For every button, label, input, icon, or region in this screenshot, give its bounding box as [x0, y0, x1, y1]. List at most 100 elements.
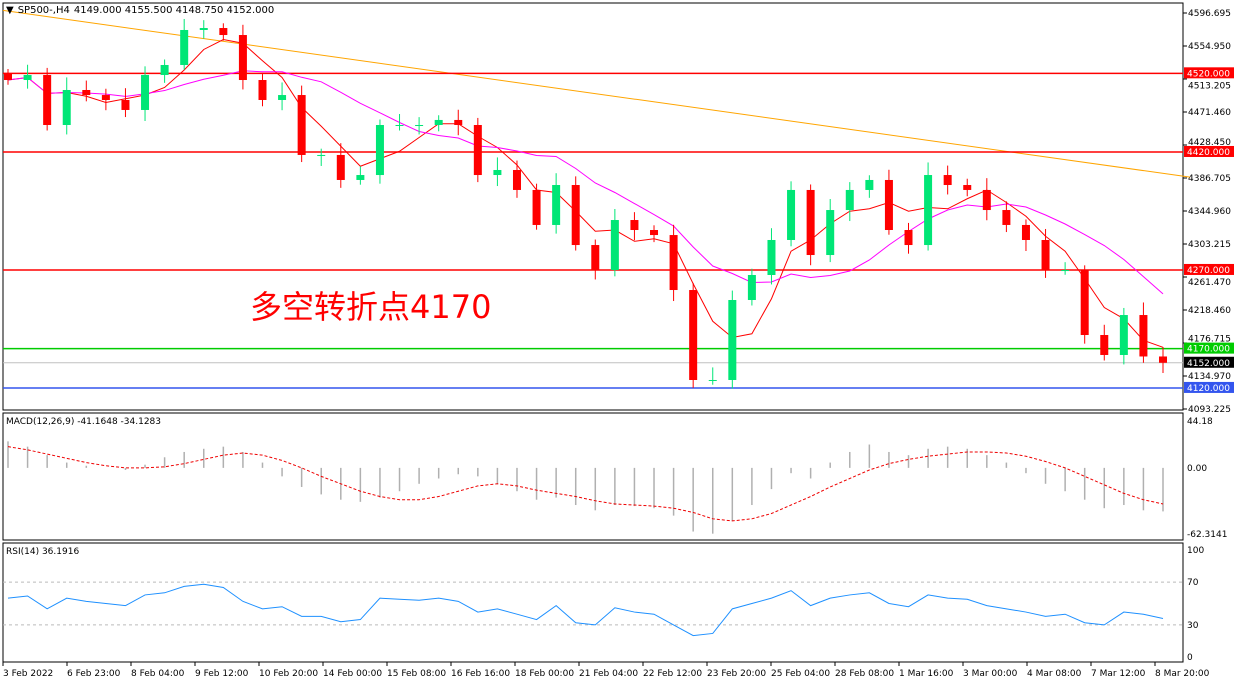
candle-body: [943, 175, 952, 186]
price-tick-label: 4428.450: [1188, 138, 1231, 148]
candle-body: [356, 175, 365, 180]
macd-panel-frame: [2, 412, 1184, 541]
time-tick-label: 25 Feb 04:00: [771, 669, 830, 679]
candle-body: [1002, 210, 1011, 225]
rsi-tick-label: 100: [1187, 546, 1204, 556]
candle-body: [1080, 270, 1089, 336]
candle-body: [963, 185, 972, 190]
candle-body: [630, 220, 639, 231]
macd-tick-label: 44.18: [1187, 417, 1213, 427]
candle-body: [532, 189, 541, 225]
time-tick-label: 15 Feb 08:00: [387, 669, 446, 679]
macd-tick-label: -62.3141: [1187, 530, 1227, 540]
level-tag: [1184, 381, 1234, 393]
candle-body: [473, 124, 482, 176]
level-tag: [1184, 145, 1234, 157]
candle-body: [1061, 270, 1070, 272]
time-tick-label: 16 Feb 16:00: [451, 669, 510, 679]
candle-body: [610, 220, 619, 271]
time-tick-label: 14 Feb 00:00: [323, 669, 382, 679]
price-tick-label: 4093.225: [1188, 405, 1231, 415]
level-tag: [1184, 342, 1234, 354]
candle-body: [101, 95, 110, 100]
candle-body: [141, 74, 150, 110]
candle-body: [336, 154, 345, 180]
ma-mid-line: [7, 70, 1164, 295]
level-tag-label: 4170.000: [1187, 345, 1230, 355]
candle-body: [571, 185, 580, 246]
symbol-label: SP500-,H4: [17, 5, 70, 16]
candle-body: [219, 28, 228, 36]
time-tick-label: 22 Feb 12:00: [643, 669, 702, 679]
candle-body: [767, 239, 776, 275]
price-tick-label: 4134.970: [1188, 372, 1231, 382]
candle-body: [982, 189, 991, 211]
candle-body: [1041, 239, 1050, 271]
candle-body: [826, 210, 835, 256]
level-tag-label: 4420.000: [1187, 148, 1230, 158]
candle-body: [4, 73, 12, 81]
price-tick-label: 4344.960: [1188, 207, 1231, 217]
time-tick-label: 23 Feb 20:00: [707, 669, 766, 679]
level-tag: [1184, 356, 1234, 368]
candle-body: [591, 245, 600, 271]
rsi-panel-frame: [2, 542, 1184, 663]
candle-body: [1159, 356, 1167, 363]
candle-body: [434, 119, 443, 125]
ma-slow-line: [2, 9, 1191, 178]
price-tick-label: 4176.715: [1188, 335, 1231, 345]
price-tick-label: 4386.705: [1188, 174, 1231, 184]
time-tick-label: 6 Feb 23:00: [67, 669, 121, 679]
time-tick-label: 3 Feb 2022: [3, 669, 53, 679]
candle-body: [23, 74, 32, 81]
candle-body: [728, 300, 737, 380]
time-tick-label: 18 Feb 00:00: [515, 669, 574, 679]
price-tick-label: 4596.695: [1188, 9, 1231, 19]
candle-body: [238, 35, 247, 81]
rsi-tick-label: 70: [1187, 578, 1199, 588]
time-tick-label: 8 Mar 20:00: [1155, 669, 1210, 679]
candle-body: [787, 189, 796, 240]
level-tag-label: 4120.000: [1187, 384, 1230, 394]
candle-body: [415, 124, 424, 126]
candle-body: [669, 235, 678, 291]
candle-body: [512, 169, 521, 190]
chart-header: ▼ SP500-,H4 4149.000 4155.500 4148.750 4…: [6, 5, 274, 16]
macd-label: MACD(12,26,9) -41.1648 -34.1283: [6, 417, 162, 427]
rsi-tick-label: 0: [1187, 653, 1193, 663]
candle-body: [160, 64, 169, 75]
candle-body: [180, 29, 189, 65]
level-tag-label: 4520.000: [1187, 69, 1230, 79]
candle-body: [454, 119, 463, 125]
candle-body: [552, 185, 561, 225]
price-tick-label: 4218.460: [1188, 306, 1231, 316]
rsi-label: RSI(14) 36.1916: [6, 547, 80, 557]
candle-body: [199, 28, 208, 30]
annotation-text: 多空转折点4170: [250, 288, 492, 326]
candle-body: [121, 99, 130, 110]
candle-body: [82, 89, 91, 96]
price-tick-label: 4554.950: [1188, 42, 1231, 52]
candle-body: [297, 95, 306, 155]
candle-body: [258, 80, 267, 100]
candle-body: [395, 124, 404, 126]
level-tag: [1184, 67, 1234, 79]
price-tick-label: 4471.460: [1188, 108, 1231, 118]
time-tick-label: 4 Mar 08:00: [1027, 669, 1082, 679]
level-tag-label: 4152.000: [1187, 359, 1230, 369]
candle-body: [43, 74, 52, 125]
time-tick-label: 9 Feb 12:00: [195, 669, 249, 679]
candle-body: [650, 230, 659, 236]
price-tick-label: 4303.215: [1188, 240, 1231, 250]
time-tick-label: 7 Mar 12:00: [1091, 669, 1146, 679]
candle-body: [904, 230, 913, 246]
candle-body: [317, 154, 326, 156]
level-tag-label: 4270.000: [1187, 266, 1230, 276]
macd-tick-label: 0.00: [1187, 464, 1207, 474]
ohlc-label: 4149.000 4155.500 4148.750 4152.000: [73, 5, 275, 16]
price-tick-label: 4513.205: [1188, 81, 1231, 91]
time-tick-label: 21 Feb 04:00: [579, 669, 638, 679]
candle-body: [689, 290, 698, 380]
collapse-triangle-icon[interactable]: ▼: [6, 5, 14, 16]
